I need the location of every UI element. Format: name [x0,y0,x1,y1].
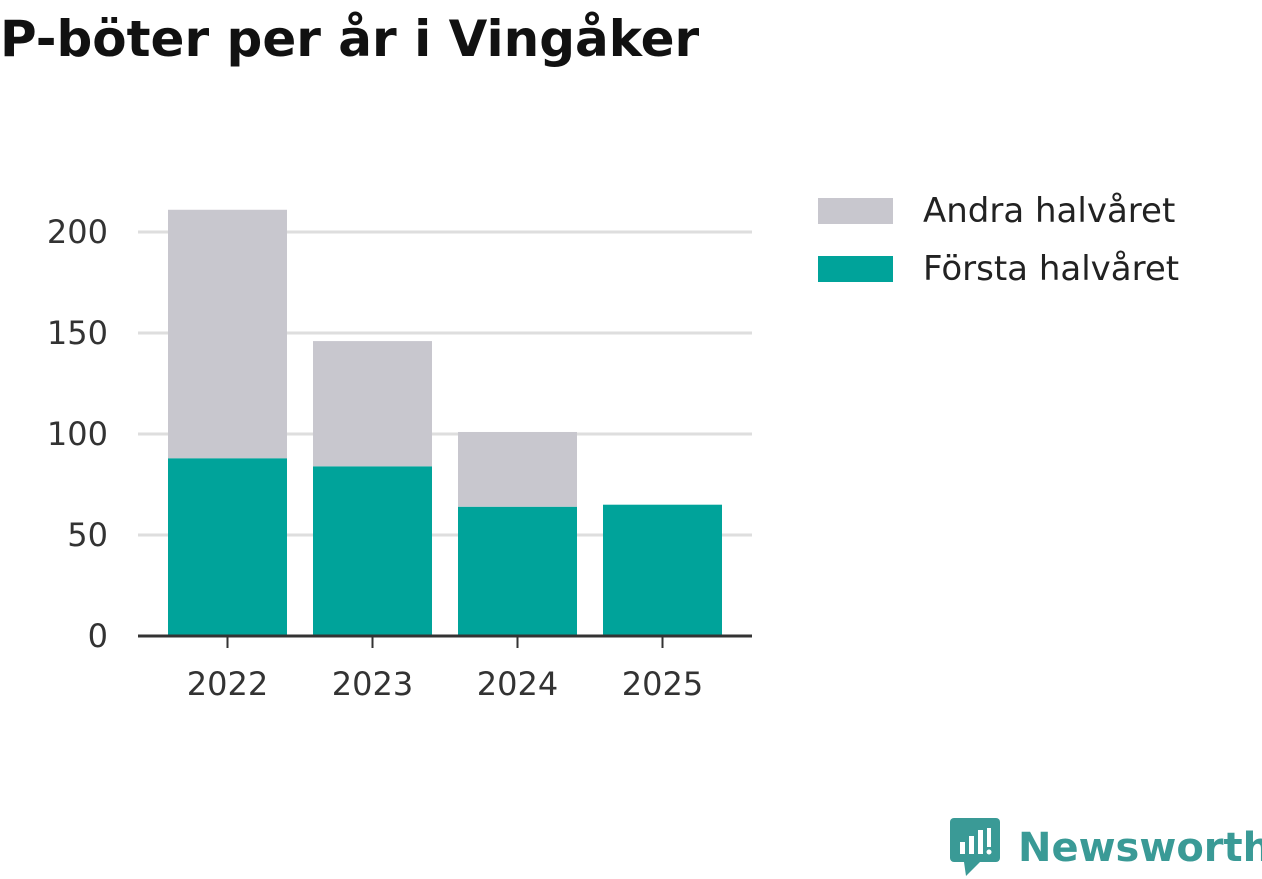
y-tick-label-0: 0 [88,617,108,655]
chart-title: P-böter per år i Vingåker [0,10,700,68]
y-tick-label-200: 200 [47,213,108,251]
bar-2024-series-1 [458,431,577,507]
legend-item-forsta: Första halvåret [818,240,1179,298]
bar-2025-series-0 [603,504,722,636]
bar-2023-series-1 [313,341,432,467]
x-tick-label-2024: 2024 [477,665,558,703]
x-tick-label-2025: 2025 [622,665,703,703]
legend-label-forsta: Första halvåret [923,249,1180,289]
bar-2023-series-0 [313,466,432,636]
brand-logo: Newsworthy [950,818,1262,878]
legend-swatch-andra [818,198,893,224]
y-tick-label-150: 150 [47,314,108,352]
y-tick-label-100: 100 [47,415,108,453]
bar-2022-series-0 [168,458,287,636]
y-tick-label-50: 50 [67,516,108,554]
legend-item-andra: Andra halvåret [818,182,1179,240]
legend: Andra halvåret Första halvåret [818,182,1179,298]
x-tick-label-2023: 2023 [332,665,413,703]
legend-swatch-forsta [818,256,893,282]
x-tick-label-2022: 2022 [187,665,268,703]
newsworthy-logo-icon [950,818,1000,876]
bar-2024-series-0 [458,506,577,636]
bar-2022-series-1 [168,209,287,459]
legend-label-andra: Andra halvåret [923,191,1176,231]
brand-name: Newsworthy [1018,825,1262,871]
